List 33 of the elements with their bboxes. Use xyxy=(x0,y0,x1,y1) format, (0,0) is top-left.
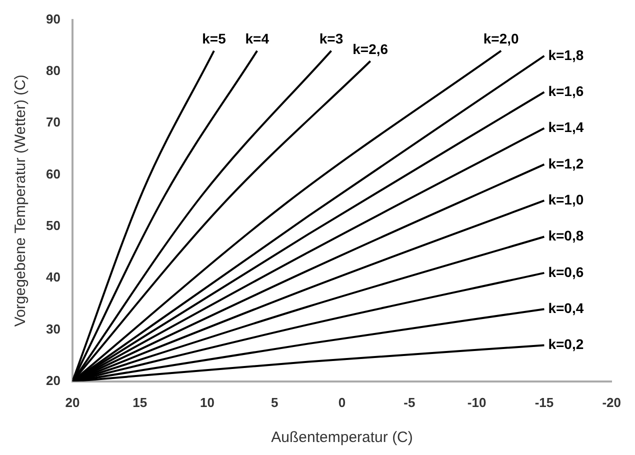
y-tick-label: 20 xyxy=(46,372,60,388)
y-tick-label: 30 xyxy=(46,321,60,336)
y-tick-label: 40 xyxy=(46,270,60,285)
series-label: k=2,6 xyxy=(352,40,388,57)
y-tick-label: 60 xyxy=(46,166,60,182)
series-label: k=1,0 xyxy=(548,191,584,208)
x-tick-label: 15 xyxy=(132,394,148,410)
series-label: k=3 xyxy=(319,30,344,47)
series-label: k=4 xyxy=(245,30,270,47)
x-tick-label: 20 xyxy=(65,394,80,410)
series-label: k=1,4 xyxy=(548,119,584,136)
x-tick-label: -20 xyxy=(602,394,622,410)
series-label: k=1,8 xyxy=(548,46,584,63)
x-tick-label: -5 xyxy=(404,394,416,410)
y-tick-label: 70 xyxy=(46,114,60,130)
series-label: k=5 xyxy=(202,30,226,47)
x-tick-label: -15 xyxy=(534,394,554,410)
y-tick-label: 50 xyxy=(46,218,60,234)
x-tick-label: 5 xyxy=(271,394,278,410)
series-label: k=2,0 xyxy=(483,30,519,47)
series-label: k=0,6 xyxy=(548,264,584,280)
series-label: k=1,2 xyxy=(548,155,584,172)
series-label: k=0,4 xyxy=(548,300,584,316)
series-label: k=0,8 xyxy=(548,228,584,244)
series-label: k=0,2 xyxy=(548,336,584,352)
y-axis-title: Vorgegebene Temperatur (Wetter) (C) xyxy=(12,74,30,327)
x-tick-label: 10 xyxy=(200,394,214,410)
y-tick-label: 80 xyxy=(46,63,60,78)
series-label: k=1,6 xyxy=(548,82,584,99)
x-tick-label: -10 xyxy=(467,394,486,410)
x-tick-label: 0 xyxy=(338,394,346,410)
x-axis-title: Außentemperatur (C) xyxy=(271,429,413,446)
y-tick-label: 90 xyxy=(46,11,60,26)
